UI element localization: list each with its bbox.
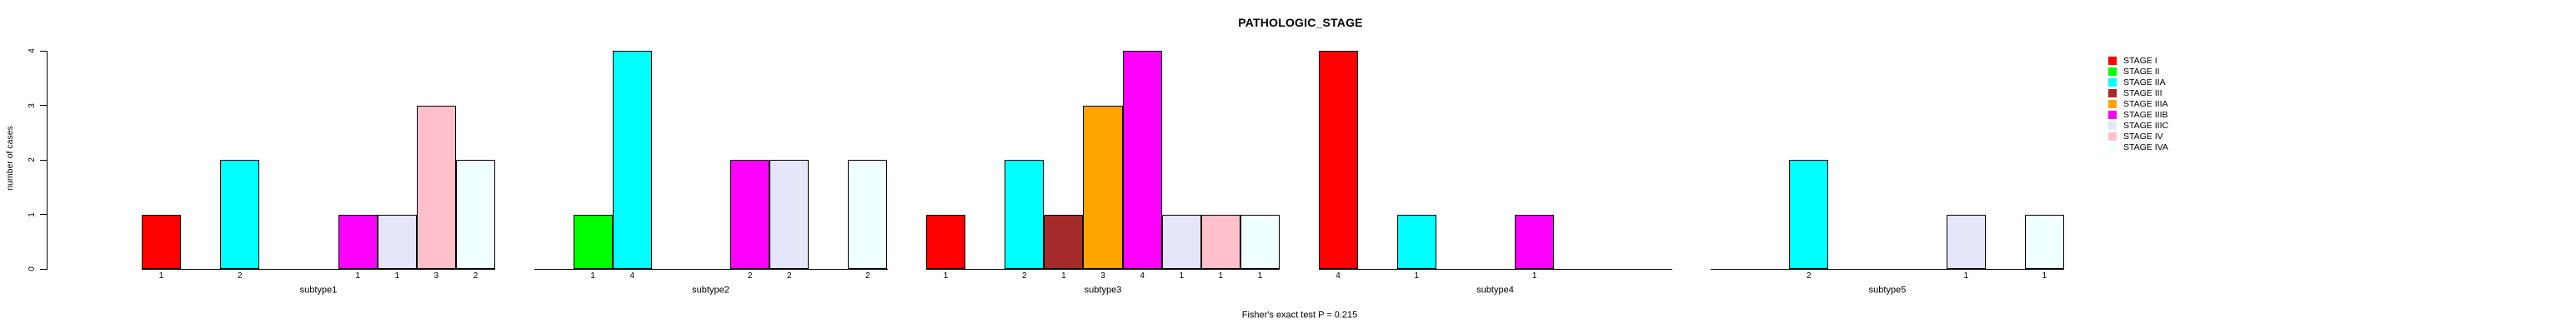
bar xyxy=(1515,214,1555,269)
bar xyxy=(416,105,456,269)
x-axis-line xyxy=(1318,269,1672,270)
bar xyxy=(1396,214,1436,269)
bar-value-label: 1 xyxy=(1061,271,1066,281)
bar xyxy=(848,160,888,269)
bar-value-label: 4 xyxy=(1140,271,1145,281)
legend-swatch xyxy=(2108,132,2117,141)
bar xyxy=(1122,51,1162,269)
bar-value-label: 1 xyxy=(1414,271,1420,281)
bar-value-label: 1 xyxy=(2042,271,2047,281)
bar xyxy=(730,160,770,269)
bar-value-label: 4 xyxy=(1336,271,1341,281)
y-tick xyxy=(40,159,47,161)
x-axis-title: subtype3 xyxy=(1084,285,1122,295)
y-tick xyxy=(40,268,47,270)
bar-value-label: 1 xyxy=(158,271,164,281)
bar-value-label: 2 xyxy=(747,271,753,281)
legend-swatch xyxy=(2108,78,2117,87)
bar xyxy=(1200,214,1240,269)
legend-swatch xyxy=(2108,143,2117,152)
bar xyxy=(1005,160,1045,269)
legend-swatch xyxy=(2108,122,2117,130)
bar xyxy=(455,160,495,269)
legend-swatch xyxy=(2108,67,2117,76)
bar xyxy=(1240,214,1280,269)
legend-label: STAGE IIIB xyxy=(2123,109,2168,120)
y-axis-line xyxy=(47,51,48,270)
legend-label: STAGE IVA xyxy=(2123,142,2168,152)
bar xyxy=(377,214,417,269)
legend-label: STAGE IIA xyxy=(2123,77,2166,87)
bar xyxy=(2024,214,2064,269)
bar-value-label: 2 xyxy=(473,271,479,281)
bar xyxy=(1789,160,1829,269)
legend-swatch xyxy=(2108,111,2117,119)
bar-value-label: 1 xyxy=(943,271,949,281)
legend-label: STAGE I xyxy=(2123,55,2158,66)
bar-value-label: 2 xyxy=(786,271,792,281)
y-tick xyxy=(40,105,47,107)
bar xyxy=(769,160,809,269)
bar-value-label: 3 xyxy=(1100,271,1105,281)
bar xyxy=(220,160,260,269)
legend-label: STAGE IIIA xyxy=(2123,98,2168,109)
bar-value-label: 2 xyxy=(237,271,243,281)
bar xyxy=(1318,51,1358,269)
bar xyxy=(926,214,966,269)
bar xyxy=(338,214,378,269)
bar-value-label: 2 xyxy=(1806,271,1812,281)
x-axis-line xyxy=(142,269,495,270)
bar-value-label: 1 xyxy=(1218,271,1224,281)
y-tick xyxy=(40,50,47,52)
bar-value-label: 1 xyxy=(1531,271,1537,281)
bar-value-label: 1 xyxy=(1179,271,1184,281)
bar-value-label: 1 xyxy=(355,271,360,281)
legend-swatch xyxy=(2108,100,2117,108)
x-axis-title: subtype2 xyxy=(692,285,729,295)
bar-value-label: 1 xyxy=(1257,271,1263,281)
bar xyxy=(1161,214,1201,269)
bar xyxy=(1083,105,1123,269)
legend-label: STAGE III xyxy=(2123,87,2163,98)
x-axis-line xyxy=(534,269,888,270)
legend-label: STAGE IV xyxy=(2123,131,2163,142)
bar-value-label: 2 xyxy=(865,271,870,281)
y-tick xyxy=(40,214,47,216)
bar xyxy=(573,214,613,269)
bar-value-label: 1 xyxy=(590,271,595,281)
bar xyxy=(142,214,182,269)
bar-value-label: 1 xyxy=(394,271,399,281)
bar xyxy=(1946,214,1986,269)
chart-title: PATHOLOGIC_STAGE xyxy=(1238,16,1363,29)
x-axis-title: subtype4 xyxy=(1476,285,1514,295)
bar xyxy=(1044,214,1084,269)
bar-value-label: 3 xyxy=(434,271,439,281)
x-axis-title: subtype5 xyxy=(1868,285,1907,295)
x-axis-title: subtype1 xyxy=(299,285,338,295)
footer-note: Fisher's exact test P = 0.215 xyxy=(1241,310,1358,321)
bar-value-label: 2 xyxy=(1021,271,1027,281)
bar-value-label: 1 xyxy=(1963,271,1968,281)
legend-label: STAGE IIIC xyxy=(2123,120,2169,131)
legend-label: STAGE II xyxy=(2123,66,2160,77)
x-axis-line xyxy=(1711,269,2064,270)
legend-swatch xyxy=(2108,89,2117,97)
x-axis-line xyxy=(926,269,1280,270)
legend-swatch xyxy=(2108,57,2117,65)
bar-value-label: 4 xyxy=(629,271,635,281)
bar xyxy=(612,51,652,269)
